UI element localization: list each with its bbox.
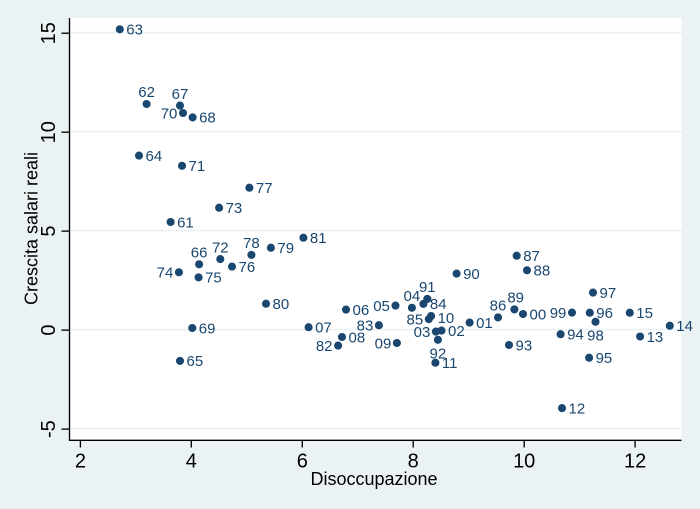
svg-text:6: 6: [297, 450, 308, 472]
svg-text:86: 86: [490, 298, 507, 315]
svg-text:69: 69: [199, 320, 216, 337]
svg-text:10: 10: [513, 450, 535, 472]
svg-text:95: 95: [596, 350, 613, 367]
svg-text:71: 71: [189, 158, 206, 175]
svg-text:70: 70: [161, 105, 178, 122]
svg-text:65: 65: [187, 353, 204, 370]
svg-text:05: 05: [373, 298, 390, 315]
svg-text:87: 87: [523, 248, 540, 265]
svg-text:06: 06: [353, 302, 370, 319]
svg-text:0: 0: [38, 325, 60, 336]
svg-text:81: 81: [310, 230, 327, 247]
svg-text:15: 15: [38, 22, 60, 44]
svg-text:08: 08: [349, 329, 366, 346]
svg-text:76: 76: [239, 259, 256, 276]
svg-text:12: 12: [624, 450, 646, 472]
svg-text:67: 67: [172, 86, 189, 103]
svg-text:78: 78: [243, 235, 260, 252]
svg-text:77: 77: [256, 180, 273, 197]
svg-text:74: 74: [157, 265, 174, 282]
svg-text:11: 11: [442, 355, 458, 372]
svg-text:-5: -5: [38, 420, 60, 438]
svg-text:92: 92: [430, 346, 447, 363]
svg-text:10: 10: [438, 310, 455, 327]
svg-text:13: 13: [647, 329, 664, 346]
svg-text:66: 66: [191, 245, 208, 262]
svg-text:07: 07: [315, 320, 332, 337]
svg-text:12: 12: [569, 400, 586, 417]
svg-text:64: 64: [146, 148, 163, 165]
svg-text:83: 83: [357, 318, 374, 335]
svg-text:63: 63: [126, 22, 143, 39]
svg-text:97: 97: [600, 285, 617, 302]
svg-text:82: 82: [316, 338, 333, 355]
svg-text:04: 04: [404, 288, 421, 305]
svg-text:94: 94: [567, 327, 584, 344]
svg-text:98: 98: [587, 328, 604, 345]
svg-text:72: 72: [212, 239, 229, 256]
svg-text:4: 4: [186, 450, 197, 472]
svg-text:5: 5: [38, 226, 60, 237]
svg-text:00: 00: [530, 306, 547, 323]
svg-text:96: 96: [596, 305, 613, 322]
svg-text:02: 02: [448, 323, 465, 340]
svg-text:89: 89: [507, 290, 524, 307]
svg-text:88: 88: [534, 263, 551, 280]
svg-text:80: 80: [273, 296, 290, 313]
svg-text:Disoccupazione: Disoccupazione: [310, 469, 437, 489]
svg-text:91: 91: [419, 279, 436, 296]
svg-text:10: 10: [38, 121, 60, 143]
svg-text:03: 03: [414, 324, 431, 341]
svg-text:93: 93: [516, 337, 533, 354]
svg-text:79: 79: [277, 240, 294, 257]
svg-text:09: 09: [375, 335, 392, 352]
svg-text:2: 2: [75, 450, 86, 472]
svg-text:8: 8: [408, 450, 419, 472]
svg-text:68: 68: [199, 110, 216, 127]
svg-text:85: 85: [407, 311, 424, 328]
svg-text:75: 75: [205, 270, 222, 287]
svg-text:62: 62: [138, 84, 155, 101]
svg-text:73: 73: [226, 200, 243, 217]
svg-text:99: 99: [550, 305, 567, 322]
svg-text:15: 15: [636, 305, 653, 322]
svg-text:14: 14: [676, 318, 693, 335]
svg-text:84: 84: [430, 296, 447, 313]
svg-text:01: 01: [476, 315, 493, 332]
svg-text:Crescita salari reali: Crescita salari reali: [21, 152, 41, 305]
svg-text:90: 90: [463, 266, 480, 283]
svg-text:61: 61: [177, 214, 194, 231]
